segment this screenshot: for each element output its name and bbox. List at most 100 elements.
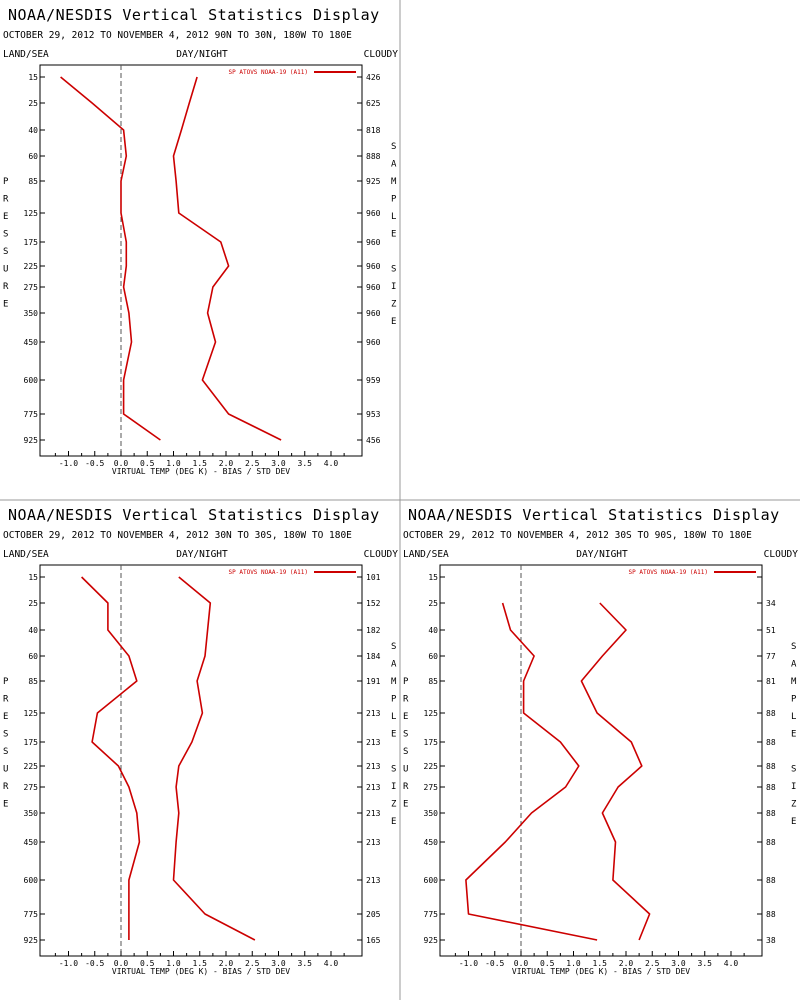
sample-size-axis-letter: L <box>391 712 396 722</box>
pressure-axis-letter: P <box>403 677 409 687</box>
sample-size-label: 88 <box>766 762 776 771</box>
sample-size-label: 213 <box>366 709 381 718</box>
sample-size-label: 960 <box>366 209 381 218</box>
pressure-level-label: 775 <box>24 910 39 919</box>
pressure-level-label: 40 <box>428 626 438 635</box>
sample-size-axis-letter: E <box>391 317 396 327</box>
pressure-level-label: 60 <box>28 652 38 661</box>
sample-size-axis-letter: A <box>391 660 397 670</box>
x-tick-label: 2.5 <box>645 959 660 968</box>
panel-subtitle: OCTOBER 29, 2012 TO NOVEMBER 4, 2012 30S… <box>403 530 752 541</box>
sample-size-axis-letter: M <box>391 677 397 687</box>
pressure-axis-letter: E <box>3 800 8 810</box>
sample-size-label: 88 <box>766 783 776 792</box>
sample-size-label: 213 <box>366 783 381 792</box>
pressure-level-label: 275 <box>24 283 39 292</box>
sample-size-label: 88 <box>766 809 776 818</box>
sample-size-label: 77 <box>766 652 776 661</box>
x-tick-label: 0.5 <box>540 959 555 968</box>
sample-size-label: 213 <box>366 762 381 771</box>
sample-size-label: 152 <box>366 599 381 608</box>
sample-size-label: 205 <box>366 910 381 919</box>
legend-label: SP ATOVS NOAA-19 (A11) <box>229 569 308 576</box>
panel-30s-90s: NOAA/NESDIS Vertical Statistics Display O… <box>403 506 798 976</box>
sample-size-label: 959 <box>366 376 381 385</box>
sample-size-label: 625 <box>366 99 381 108</box>
panel-title: NOAA/NESDIS Vertical Statistics Display <box>8 506 380 524</box>
x-tick-label: 0.0 <box>114 459 129 468</box>
sample-size-axis-letter: P <box>791 695 797 705</box>
day-night-header: DAY/NIGHT <box>176 49 228 60</box>
panel-subtitle: OCTOBER 29, 2012 TO NOVEMBER 4, 2012 90N… <box>3 30 352 41</box>
sample-size-axis-letter: S <box>791 642 796 652</box>
pressure-axis-letter: R <box>3 282 9 292</box>
sample-size-label: 456 <box>366 436 381 445</box>
pressure-level-label: 925 <box>24 436 39 445</box>
x-tick-label: 4.0 <box>724 959 739 968</box>
sample-size-axis-letter: I <box>391 782 396 792</box>
pressure-level-label: 25 <box>28 599 38 608</box>
x-tick-label: 2.5 <box>245 459 260 468</box>
sample-size-label: 34 <box>766 599 776 608</box>
pressure-level-label: 275 <box>424 783 439 792</box>
sample-size-axis-letter: E <box>391 730 396 740</box>
sample-size-label: 213 <box>366 738 381 747</box>
x-tick-label: 2.0 <box>219 959 234 968</box>
x-tick-label: 0.5 <box>140 459 155 468</box>
pressure-level-label: 25 <box>28 99 38 108</box>
panel-title: NOAA/NESDIS Vertical Statistics Display <box>408 506 780 524</box>
sample-size-label: 925 <box>366 177 381 186</box>
x-tick-label: 1.5 <box>193 459 208 468</box>
x-tick-label: -0.5 <box>485 959 504 968</box>
sample-size-label: 960 <box>366 338 381 347</box>
x-tick-label: 4.0 <box>324 459 339 468</box>
sample-size-label: 81 <box>766 677 776 686</box>
pressure-axis-letter: R <box>403 782 409 792</box>
pressure-level-label: 85 <box>428 677 438 686</box>
x-tick-label: 1.0 <box>166 959 181 968</box>
sample-size-axis-letter: Z <box>791 800 797 810</box>
x-tick-label: 3.5 <box>298 459 313 468</box>
sample-size-label: 213 <box>366 838 381 847</box>
legend-label: SP ATOVS NOAA-19 (A11) <box>629 569 708 576</box>
cloudy-header: CLOUDY <box>764 549 799 560</box>
x-tick-label: -1.0 <box>59 959 78 968</box>
sample-size-axis-letter: L <box>791 712 796 722</box>
sample-size-axis-letter: S <box>391 265 396 275</box>
sample-size-axis-letter: S <box>391 765 396 775</box>
pressure-axis-letter: R <box>3 195 9 205</box>
x-tick-label: 1.5 <box>593 959 608 968</box>
sample-size-axis-letter: E <box>391 230 396 240</box>
sample-size-label: 88 <box>766 738 776 747</box>
pressure-level-label: 775 <box>424 910 439 919</box>
pressure-axis-letter: E <box>403 800 408 810</box>
sample-size-axis-letter: S <box>391 142 396 152</box>
x-tick-label: 3.5 <box>698 959 713 968</box>
pressure-axis-letter: S <box>3 247 8 257</box>
panel-90n-30n: NOAA/NESDIS Vertical Statistics Display O… <box>3 6 398 476</box>
sample-size-label: 165 <box>366 936 381 945</box>
legend-label: SP ATOVS NOAA-19 (A11) <box>229 69 308 76</box>
x-tick-label: 3.0 <box>271 459 286 468</box>
sample-size-axis-letter: A <box>391 160 397 170</box>
pressure-level-label: 60 <box>428 652 438 661</box>
pressure-axis-letter: S <box>3 230 8 240</box>
day-night-header: DAY/NIGHT <box>576 549 628 560</box>
pressure-axis-letter: S <box>403 747 408 757</box>
std-dev-series-line <box>172 76 282 441</box>
pressure-level-label: 225 <box>24 762 39 771</box>
pressure-level-label: 175 <box>24 738 39 747</box>
plot-frame <box>39 564 363 957</box>
land-sea-header: LAND/SEA <box>3 49 49 60</box>
sample-size-axis-letter: M <box>391 177 397 187</box>
pressure-axis-letter: R <box>3 782 9 792</box>
land-sea-header: LAND/SEA <box>3 549 49 560</box>
sample-size-label: 191 <box>366 677 381 686</box>
panel-title: NOAA/NESDIS Vertical Statistics Display <box>8 6 380 24</box>
sample-size-label: 888 <box>366 152 381 161</box>
pressure-level-label: 60 <box>28 152 38 161</box>
pressure-level-label: 600 <box>24 376 39 385</box>
pressure-level-label: 25 <box>428 599 438 608</box>
std-dev-series-line <box>580 602 651 941</box>
